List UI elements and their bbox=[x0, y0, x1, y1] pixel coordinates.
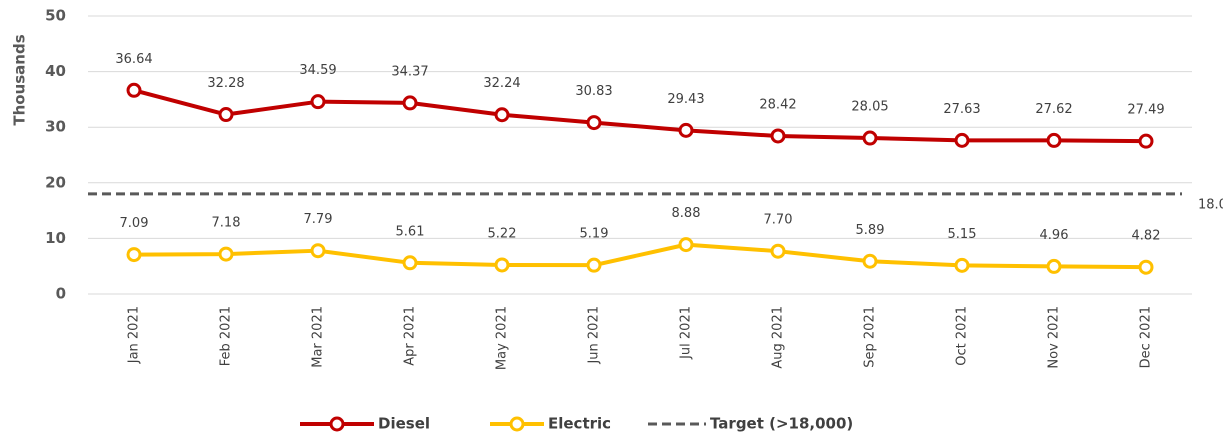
marker bbox=[402, 95, 418, 111]
value-label: 7.79 bbox=[304, 212, 333, 227]
x-tick-label: Jul 2021 bbox=[679, 306, 694, 360]
x-tick-label: Sep 2021 bbox=[863, 306, 878, 368]
value-label: 29.43 bbox=[667, 92, 704, 107]
marker bbox=[862, 253, 878, 269]
value-label: 28.42 bbox=[759, 97, 796, 112]
y-tick-label: 10 bbox=[45, 229, 66, 247]
y-tick-label: 20 bbox=[45, 173, 66, 191]
value-label: 5.22 bbox=[488, 226, 517, 241]
marker bbox=[310, 94, 326, 110]
value-label: 5.61 bbox=[396, 224, 425, 239]
value-label: 7.70 bbox=[764, 213, 793, 228]
y-tick-label: 30 bbox=[45, 118, 66, 136]
marker bbox=[954, 132, 970, 148]
legend-label: Target (>18,000) bbox=[710, 415, 853, 433]
value-label: 7.18 bbox=[212, 216, 241, 231]
marker bbox=[402, 255, 418, 271]
value-label: 28.05 bbox=[851, 100, 888, 115]
marker bbox=[586, 115, 602, 131]
marker bbox=[1138, 133, 1154, 149]
x-tick-label: Nov 2021 bbox=[1047, 306, 1062, 369]
x-tick-label: Mar 2021 bbox=[311, 306, 326, 368]
y-tick-label: 0 bbox=[56, 285, 66, 303]
value-label: 34.37 bbox=[391, 64, 428, 79]
marker bbox=[770, 243, 786, 259]
x-tick-label: Feb 2021 bbox=[219, 306, 234, 366]
y-tick-label: 50 bbox=[45, 7, 66, 25]
value-label: 27.49 bbox=[1127, 103, 1164, 118]
series-line bbox=[133, 88, 1147, 144]
marker bbox=[126, 82, 142, 98]
x-tick-label: May 2021 bbox=[495, 306, 510, 370]
x-tick-label: Jun 2021 bbox=[587, 306, 602, 365]
y-axis-label: Thousands bbox=[11, 34, 29, 125]
marker bbox=[218, 246, 234, 262]
x-tick-label: Oct 2021 bbox=[955, 306, 970, 366]
y-tick-label: 40 bbox=[45, 62, 66, 80]
value-label: 32.24 bbox=[483, 76, 520, 91]
value-label: 27.62 bbox=[1035, 102, 1072, 117]
marker bbox=[218, 107, 234, 123]
value-label: 27.63 bbox=[943, 102, 980, 117]
marker bbox=[494, 107, 510, 123]
value-label: 7.09 bbox=[120, 216, 149, 231]
value-label: 34.59 bbox=[299, 63, 336, 78]
value-label: 36.64 bbox=[115, 52, 152, 67]
marker bbox=[678, 237, 694, 253]
marker bbox=[1138, 259, 1154, 275]
legend-label: Electric bbox=[548, 415, 611, 433]
x-tick-label: Dec 2021 bbox=[1139, 306, 1154, 368]
value-label: 8.88 bbox=[672, 206, 701, 221]
marker bbox=[862, 130, 878, 146]
marker bbox=[954, 257, 970, 273]
marker bbox=[678, 122, 694, 138]
legend-marker bbox=[509, 416, 525, 432]
marker bbox=[1046, 258, 1062, 274]
value-label: 30.83 bbox=[575, 84, 612, 99]
marker bbox=[586, 257, 602, 273]
value-label: 4.82 bbox=[1132, 229, 1161, 244]
x-tick-label: Jan 2021 bbox=[127, 306, 142, 364]
target-label: 18.00 bbox=[1198, 197, 1223, 212]
value-label: 32.28 bbox=[207, 76, 244, 91]
marker bbox=[126, 247, 142, 263]
value-label: 5.19 bbox=[580, 227, 609, 242]
legend-label: Diesel bbox=[378, 415, 430, 433]
marker bbox=[770, 128, 786, 144]
value-label: 5.89 bbox=[856, 223, 885, 238]
value-label: 5.15 bbox=[948, 227, 977, 242]
x-tick-label: Apr 2021 bbox=[403, 306, 418, 366]
legend-marker bbox=[329, 416, 345, 432]
series-line bbox=[133, 242, 1147, 270]
marker bbox=[310, 243, 326, 259]
marker bbox=[1046, 132, 1062, 148]
marker bbox=[494, 257, 510, 273]
x-tick-label: Aug 2021 bbox=[771, 306, 786, 369]
value-label: 4.96 bbox=[1040, 228, 1069, 243]
